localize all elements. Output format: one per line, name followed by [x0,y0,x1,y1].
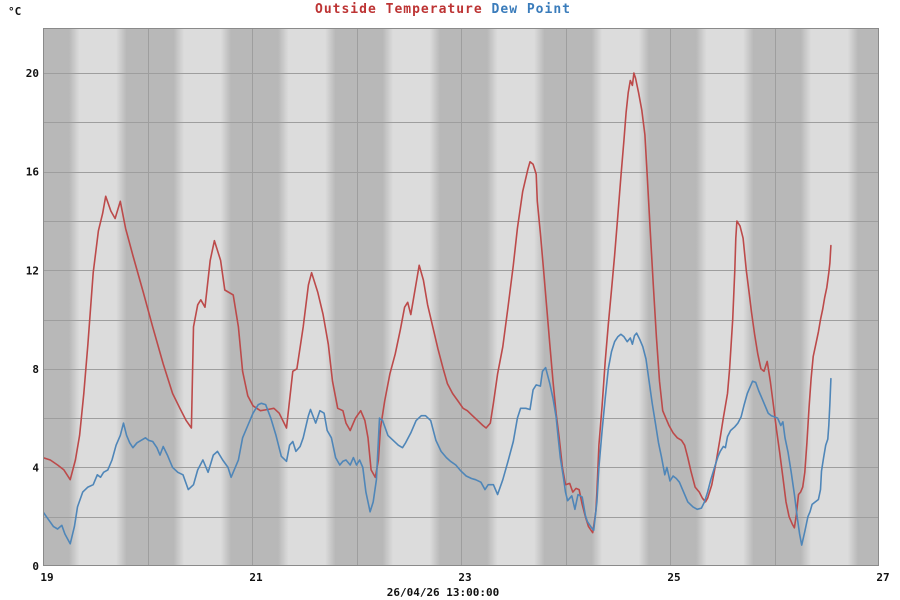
plot-area [43,28,879,566]
series-line-dew-point [43,332,832,546]
series-line-outside-temperature [43,72,832,534]
x-tick-label: 25 [667,571,680,584]
chart-title-outside-temperature: Outside Temperature [315,2,483,17]
night-band [534,28,603,566]
x-tick-label: 21 [249,571,263,584]
y-tick-label: 12 [26,264,39,277]
night-band [638,28,707,566]
y-tick-label: 16 [26,166,40,179]
current-timestamp-label: 26/04/26 13:00:00 [386,586,500,599]
y-axis-ticks: 0 4 8 12 16 20 [26,67,40,573]
y-tick-label: 4 [32,461,39,474]
x-tick-label: 27 [876,571,889,584]
night-band [43,28,80,566]
night-band [429,28,498,566]
y-axis-unit-label: °C [8,5,22,18]
y-tick-label: 0 [32,560,39,573]
night-band [325,28,394,566]
night-shading-bands [43,28,879,566]
night-band [116,28,185,566]
night-band [743,28,812,566]
x-tick-label: 23 [458,571,471,584]
chart-title: Outside Temperature Dew Point [0,2,886,17]
x-axis-ticks: 19 21 23 25 27 [40,571,889,584]
night-band [220,28,289,566]
plot-border [43,28,879,566]
chart-title-dew-point: Dew Point [491,2,571,17]
night-band [847,28,879,566]
x-tick-label: 19 [40,571,53,584]
y-tick-label: 20 [26,67,39,80]
y-tick-label: 8 [32,363,39,376]
